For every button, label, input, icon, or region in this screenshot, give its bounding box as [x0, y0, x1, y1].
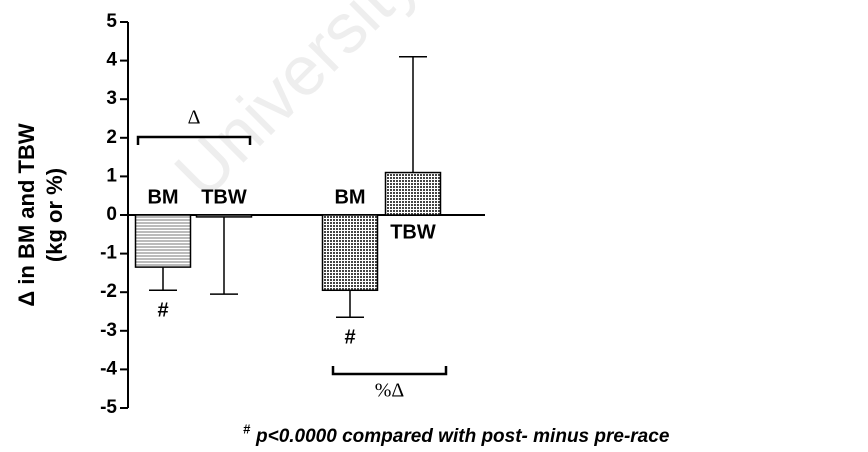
group-bracket — [331, 366, 448, 376]
y-tick-label: -3 — [100, 320, 117, 341]
y-tick-label: -2 — [100, 281, 117, 302]
significance-label: # — [344, 327, 355, 349]
bar — [384, 171, 442, 216]
significance-label: # — [157, 300, 168, 322]
group-label: %Δ — [375, 380, 405, 402]
y-axis-label: (kg or %) — [42, 168, 67, 262]
bar — [134, 214, 192, 268]
y-tick-label: 3 — [106, 88, 117, 109]
bar-label: TBW — [390, 221, 436, 243]
group-label: Δ — [188, 107, 201, 129]
y-tick-label: 5 — [106, 11, 117, 32]
y-axis-label: Δ in BM and TBW — [14, 123, 39, 306]
bar-label: TBW — [201, 186, 247, 208]
footnote-marker: # — [243, 421, 251, 436]
bar — [321, 214, 379, 292]
y-tick-label: -5 — [100, 397, 117, 418]
y-tick-label: 2 — [106, 127, 117, 148]
y-tick-label: 0 — [106, 204, 117, 225]
y-tick-label: 4 — [106, 50, 117, 71]
bar — [195, 214, 253, 218]
bar-label: BM — [334, 186, 365, 208]
group-bracket — [136, 135, 252, 145]
footnote: p<0.0000 compared with post- minus pre-r… — [255, 426, 670, 447]
y-tick-label: -1 — [100, 243, 117, 264]
bar-label: BM — [147, 186, 178, 208]
y-tick-label: 1 — [106, 165, 117, 186]
y-tick-label: -4 — [100, 358, 117, 379]
